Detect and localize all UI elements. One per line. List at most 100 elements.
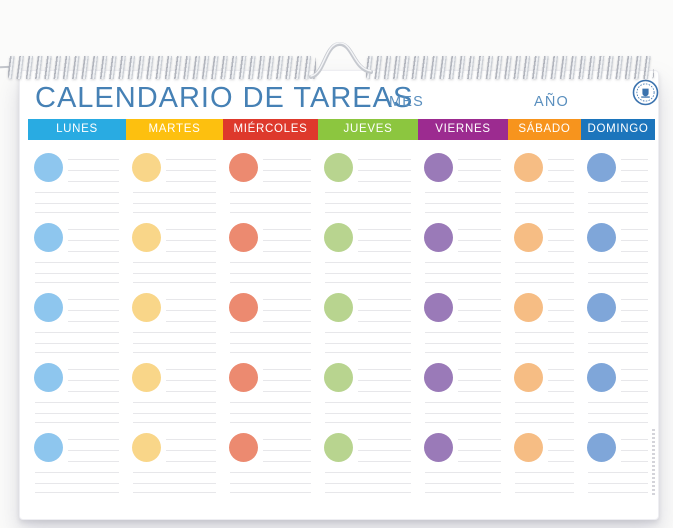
- rule-line: [325, 343, 411, 344]
- day-header: LUNES: [28, 119, 126, 140]
- day-dot: [324, 363, 353, 392]
- rule-line: [325, 212, 411, 213]
- rule-line: [548, 321, 574, 322]
- rule-line: [588, 483, 648, 484]
- day-header: DOMINGO: [581, 119, 655, 140]
- rule-line: [133, 212, 216, 213]
- day-dot: [34, 433, 63, 462]
- day-dot: [34, 293, 63, 322]
- rule-line: [68, 251, 119, 252]
- rule-line: [35, 203, 119, 204]
- day-dot: [424, 293, 453, 322]
- spiral-binding: [0, 42, 673, 82]
- rule-line: [425, 203, 501, 204]
- rule-line: [425, 273, 501, 274]
- day-dot: [324, 433, 353, 462]
- day-dot: [132, 293, 161, 322]
- rule-line: [230, 203, 311, 204]
- day-dot: [324, 153, 353, 182]
- rule-line: [230, 472, 311, 473]
- rule-line: [358, 391, 411, 392]
- page-title: CALENDARIO DE TAREAS: [35, 82, 414, 114]
- rule-line: [425, 413, 501, 414]
- day-header: MARTES: [126, 119, 223, 140]
- calendar-cell: [508, 423, 581, 493]
- rule-line: [425, 483, 501, 484]
- rule-line: [458, 439, 501, 440]
- rule-line: [263, 391, 311, 392]
- day-dot: [424, 153, 453, 182]
- rule-line: [458, 461, 501, 462]
- rule-line: [588, 203, 648, 204]
- rule-line: [425, 422, 501, 423]
- rule-line: [458, 251, 501, 252]
- rule-line: [325, 413, 411, 414]
- rule-line: [166, 461, 216, 462]
- rule-line: [548, 159, 574, 160]
- calendar-cell: [28, 283, 126, 353]
- calendar-cell: [508, 283, 581, 353]
- rule-line: [515, 282, 574, 283]
- day-dot: [132, 223, 161, 252]
- day-dot: [514, 153, 543, 182]
- day-dot: [514, 363, 543, 392]
- calendar-cell: [418, 143, 508, 213]
- rule-line: [230, 282, 311, 283]
- rule-line: [588, 402, 648, 403]
- rule-line: [263, 450, 311, 451]
- rule-line: [166, 439, 216, 440]
- rule-line: [515, 352, 574, 353]
- calendar-cell: [508, 143, 581, 213]
- rule-line: [458, 240, 501, 241]
- rule-line: [358, 439, 411, 440]
- rule-line: [133, 192, 216, 193]
- calendar-cell: [126, 283, 223, 353]
- rule-line: [263, 159, 311, 160]
- rule-line: [325, 192, 411, 193]
- day-dot: [514, 433, 543, 462]
- rule-line: [166, 240, 216, 241]
- day-header: MIÉRCOLES: [223, 119, 318, 140]
- rule-line: [588, 422, 648, 423]
- rule-line: [68, 321, 119, 322]
- rule-line: [358, 181, 411, 182]
- rule-line: [621, 369, 648, 370]
- rule-line: [35, 282, 119, 283]
- calendar-cell: [418, 353, 508, 423]
- rule-line: [166, 450, 216, 451]
- rule-line: [515, 262, 574, 263]
- rule-line: [230, 492, 311, 493]
- seal-icon: [632, 79, 659, 106]
- day-header: JUEVES: [318, 119, 418, 140]
- rule-line: [263, 251, 311, 252]
- rule-line: [133, 483, 216, 484]
- rule-line: [166, 229, 216, 230]
- rule-line: [325, 402, 411, 403]
- rule-line: [588, 192, 648, 193]
- rule-line: [548, 299, 574, 300]
- rule-line: [325, 262, 411, 263]
- calendar-cell: [223, 213, 318, 283]
- rule-line: [358, 170, 411, 171]
- rule-line: [588, 472, 648, 473]
- rule-line: [35, 343, 119, 344]
- rule-line: [588, 273, 648, 274]
- rule-line: [230, 212, 311, 213]
- rule-line: [588, 413, 648, 414]
- rule-line: [325, 282, 411, 283]
- rule-line: [358, 159, 411, 160]
- rule-line: [68, 450, 119, 451]
- rule-line: [325, 472, 411, 473]
- rule-line: [358, 321, 411, 322]
- rule-line: [458, 181, 501, 182]
- rule-line: [548, 229, 574, 230]
- rule-line: [358, 240, 411, 241]
- rule-line: [425, 352, 501, 353]
- rule-line: [35, 192, 119, 193]
- rule-line: [68, 380, 119, 381]
- rule-line: [133, 413, 216, 414]
- rule-line: [230, 352, 311, 353]
- rule-line: [133, 343, 216, 344]
- rule-line: [166, 251, 216, 252]
